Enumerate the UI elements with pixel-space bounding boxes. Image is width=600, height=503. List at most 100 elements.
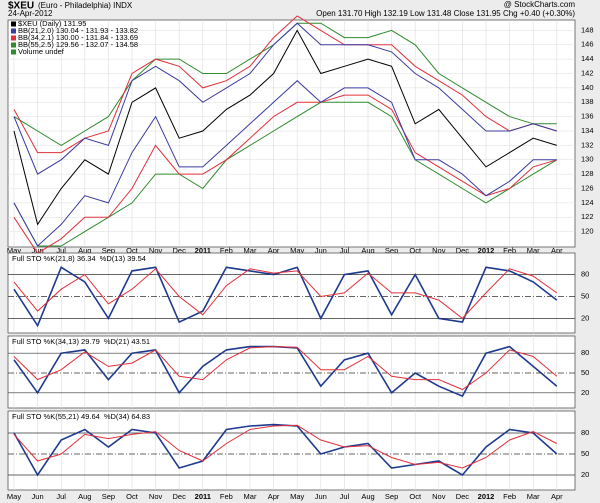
- legend-swatch: [11, 35, 16, 41]
- x-tick-label: May: [290, 492, 304, 501]
- y-tick-label: 144: [581, 54, 594, 63]
- y-tick-label: 134: [581, 126, 594, 135]
- x-tick-label: Jul: [56, 492, 66, 501]
- x-tick-label: Nov: [149, 246, 163, 255]
- legend-label: Full STO %K(55,21) 49.64: [12, 412, 100, 421]
- x-tick-label: 2012: [478, 492, 495, 501]
- legend-label: BB(55,2.5) 129.56 - 132.07 - 134.58: [18, 40, 138, 49]
- y-tick-label: 20: [581, 470, 589, 479]
- x-tick-label: May: [7, 492, 21, 501]
- y-tick-label: 50: [581, 368, 589, 377]
- series-line: [13, 424, 558, 469]
- x-tick-label: Aug: [78, 246, 91, 255]
- legend-label: %D(34) 64.83: [104, 412, 150, 421]
- x-tick-label: Feb: [503, 246, 516, 255]
- x-tick-label: Nov: [432, 246, 446, 255]
- x-tick-label: 2011: [195, 246, 211, 255]
- legend-label: %D(13) 39.54: [100, 254, 146, 263]
- y-tick-label: 132: [581, 140, 594, 149]
- series-line: [13, 22, 557, 175]
- x-tick-label: Nov: [149, 492, 163, 501]
- x-tick-label: Jul: [340, 246, 350, 255]
- x-tick-label: Apr: [268, 246, 280, 255]
- x-tick-label: Sep: [102, 492, 115, 501]
- legend-swatch: [11, 21, 16, 27]
- legend-label: Full STO %K(21,8) 36.34: [12, 254, 96, 263]
- y-tick-label: 122: [581, 212, 594, 221]
- date: 24-Apr-2012: [8, 9, 53, 18]
- panel: [7, 19, 576, 248]
- x-tick-label: Sep: [102, 246, 115, 255]
- x-tick-label: Mar: [244, 246, 257, 255]
- x-tick-label: Dec: [456, 492, 470, 501]
- x-tick-label: Oct: [126, 492, 139, 501]
- x-tick-label: Feb: [503, 492, 516, 501]
- x-tick-label: Sep: [385, 246, 398, 255]
- y-tick-label: 126: [581, 183, 594, 192]
- x-tick-label: May: [7, 246, 21, 255]
- x-tick-label: Aug: [361, 492, 374, 501]
- y-tick-label: 148: [581, 25, 594, 34]
- x-tick-label: Mar: [244, 492, 257, 501]
- x-tick-label: Mar: [527, 246, 540, 255]
- x-tick-label: Apr: [551, 246, 563, 255]
- x-tick-label: Oct: [126, 246, 139, 255]
- y-tick-label: 136: [581, 112, 594, 121]
- x-tick-label: Jul: [340, 492, 350, 501]
- panel: [7, 252, 576, 334]
- legend-label: %D(21) 43.51: [104, 337, 150, 346]
- y-tick-label: 50: [581, 291, 589, 300]
- x-tick-label: Oct: [409, 246, 422, 255]
- series-line: [13, 266, 558, 328]
- x-tick-label: Jun: [315, 492, 327, 501]
- series-line: [13, 29, 557, 226]
- x-tick-label: Oct: [409, 492, 422, 501]
- y-tick-label: 50: [581, 449, 589, 458]
- x-tick-label: Nov: [432, 492, 446, 501]
- legend-note: Volume undef: [18, 47, 65, 56]
- x-tick-label: Jun: [32, 246, 44, 255]
- x-tick-label: Dec: [173, 492, 187, 501]
- series-line: [13, 94, 557, 254]
- legend-swatch: [11, 42, 16, 48]
- legend-label: $XEU (Daily) 131.95: [18, 19, 86, 28]
- y-tick-label: 120: [581, 227, 594, 236]
- y-tick-label: 130: [581, 155, 594, 164]
- series-line: [13, 15, 557, 154]
- watermark: @ StockCharts.com: [504, 0, 576, 9]
- y-tick-label: 142: [581, 68, 594, 77]
- legend-swatch: [11, 49, 16, 55]
- y-tick-label: 138: [581, 97, 594, 106]
- x-tick-label: Dec: [173, 246, 187, 255]
- x-tick-label: May: [290, 246, 304, 255]
- x-tick-label: Feb: [220, 246, 233, 255]
- series-line: [13, 268, 558, 320]
- x-tick-label: Aug: [361, 246, 374, 255]
- x-tick-label: Aug: [78, 492, 91, 501]
- y-tick-label: 128: [581, 169, 594, 178]
- legend-swatch: [11, 28, 16, 34]
- y-tick-label: 80: [581, 348, 589, 357]
- x-tick-label: Apr: [551, 492, 563, 501]
- x-tick-label: Jun: [315, 246, 327, 255]
- symbol-name: (Euro - Philadelphia) INDX: [38, 1, 133, 10]
- series-line: [13, 101, 558, 247]
- legend-label: BB(21,2.0) 130.04 - 131.93 - 133.82: [18, 26, 138, 35]
- x-tick-label: Dec: [456, 246, 470, 255]
- series-line: [13, 346, 558, 391]
- series-line: [13, 80, 557, 247]
- y-tick-label: 20: [581, 313, 589, 322]
- panel: [7, 410, 576, 491]
- y-tick-label: 80: [581, 270, 589, 279]
- symbol: $XEU: [8, 1, 34, 12]
- y-tick-label: 146: [581, 40, 594, 49]
- quote: Open 131.70 High 132.19 Low 131.48 Close…: [316, 9, 575, 18]
- x-tick-label: Jul: [56, 246, 66, 255]
- y-tick-label: 80: [581, 428, 589, 437]
- legend-label: BB(34,2.1) 130.00 - 131.84 - 133.69: [18, 33, 138, 42]
- x-tick-label: Sep: [385, 492, 398, 501]
- x-tick-label: Mar: [527, 492, 540, 501]
- legend-label: Full STO %K(34,13) 29.79: [12, 337, 100, 346]
- x-tick-label: 2011: [195, 492, 211, 501]
